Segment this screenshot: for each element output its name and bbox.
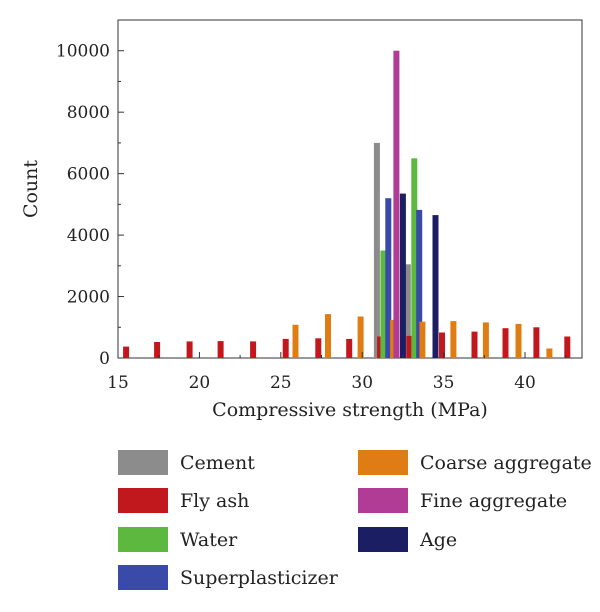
legend-label-water: Water [180,529,238,551]
bar-coarse-aggregate-6 [482,322,489,358]
legend-swatch-age [358,527,408,552]
bar-coarse-aggregate-0 [292,324,299,358]
x-axis-title: Compressive strength (MPa) [212,399,488,421]
bar-fly-ash-6 [315,338,322,358]
bar-coarse-aggregate-2 [357,316,364,358]
x-tick-label-30: 30 [351,373,373,393]
bar-cement-0 [373,142,380,358]
legend-swatch-coarse-aggregate [358,450,408,475]
legend-swatch-fly-ash [118,488,168,513]
bar-water-0 [380,250,387,358]
bar-superplasticizer-0 [385,198,392,358]
y-tick-label-6000: 6000 [67,165,110,185]
x-tick-label-40: 40 [514,373,536,393]
bar-fly-ash-1 [154,342,161,358]
legend-swatch-water [118,527,168,552]
plot-area [117,19,583,359]
bar-coarse-aggregate-4 [419,321,426,358]
y-tick-label-10000: 10000 [56,42,110,62]
bar-fly-ash-12 [502,328,509,358]
legend: Cement Coarse aggregate Fly ash Fine aggreg… [118,450,592,590]
legend-swatch-cement [118,450,168,475]
bar-coarse-aggregate-3 [390,319,397,358]
legend-label-fine-aggregate: Fine aggregate [420,490,567,512]
bar-coarse-aggregate-1 [325,314,331,358]
bars [123,50,571,358]
y-axis: 0 2000 4000 6000 8000 10000 [56,42,124,369]
bar-coarse-aggregate-7 [515,323,522,358]
plot-frame [117,19,583,359]
bar-coarse-aggregate-8 [546,348,553,358]
y-tick-label-8000: 8000 [67,103,110,123]
x-tick-label-15: 15 [107,373,129,393]
bar-fly-ash-13 [533,327,540,358]
bar-fly-ash-4 [250,341,257,358]
y-tick-label-4000: 4000 [67,226,110,246]
bar-fly-ash-3 [217,341,224,358]
bar-fly-ash-5 [282,338,289,358]
legend-label-superplasticizer: Superplasticizer [180,567,339,589]
legend-label-cement: Cement [180,452,255,474]
bar-fly-ash-9 [406,335,413,358]
legend-swatch-superplasticizer [118,565,168,590]
legend-label-coarse-aggregate: Coarse aggregate [420,452,592,474]
bar-fly-ash-11 [471,331,478,358]
bar-age-1 [432,215,439,358]
bar-fly-ash-2 [186,341,193,358]
bar-fly-ash-14 [564,336,571,358]
y-tick-label-0: 0 [99,349,110,369]
legend-label-age: Age [419,529,457,551]
bar-fine-aggregate-0 [393,50,400,358]
x-tick-label-35: 35 [433,373,455,393]
bar-cement-1 [404,264,411,358]
bar-fly-ash-8 [377,336,384,358]
x-tick-label-25: 25 [270,373,292,393]
legend-label-fly-ash: Fly ash [180,490,249,512]
bar-fly-ash-7 [346,338,353,358]
bar-fly-ash-10 [439,332,445,358]
x-tick-label-20: 20 [189,373,211,393]
bar-superplasticizer-1 [416,209,423,358]
legend-swatch-fine-aggregate [358,488,408,513]
bar-age-0 [399,193,406,358]
y-tick-label-2000: 2000 [67,288,110,308]
bar-fly-ash-0 [123,346,130,358]
bar-coarse-aggregate-5 [450,321,457,358]
bar-water-1 [411,158,418,358]
y-axis-title: Count [20,160,42,218]
x-axis: 15 20 25 30 35 40 [107,352,567,393]
